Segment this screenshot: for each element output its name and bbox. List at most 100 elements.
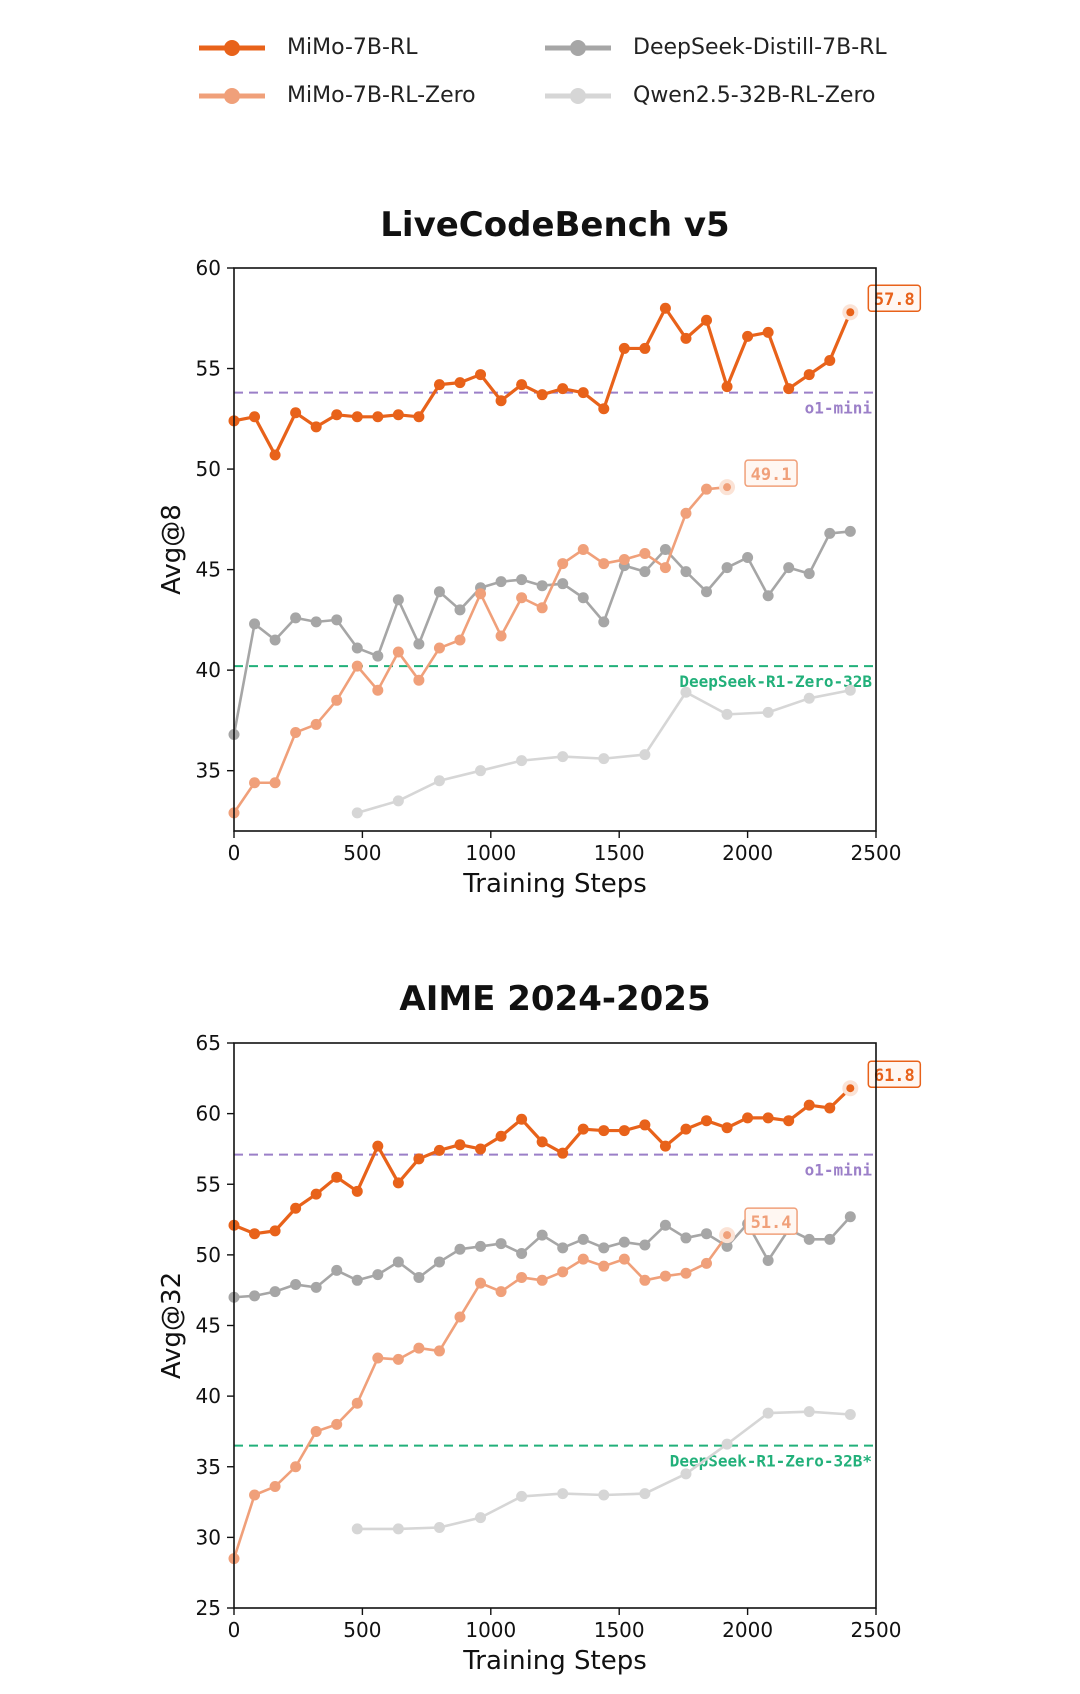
series-point-deepseek_distill: [351, 1274, 363, 1286]
series-line-mimo_rl_zero: [232, 485, 728, 814]
end-label-box-mimo_rl_zero: [744, 459, 798, 487]
series-point-deepseek_distill: [433, 586, 445, 598]
series-point-mimo_rl: [701, 1115, 713, 1127]
y-tick-label: 55: [196, 1172, 221, 1196]
series-point-deepseek_distill: [598, 1242, 610, 1254]
reference-label-o1_mini: o1-mini: [805, 399, 873, 418]
series-point-qwen_zero: [680, 686, 692, 698]
series-point-mimo_rl_zero: [557, 1266, 569, 1278]
series-line-mimo_rl: [233, 306, 852, 457]
series-point-deepseek_distill: [310, 616, 322, 628]
series-point-mimo_rl_zero: [659, 1270, 671, 1282]
series-point-qwen_zero: [844, 1408, 856, 1420]
series-point-deepseek_distill: [598, 616, 610, 628]
series-point-deepseek_distill: [577, 1233, 589, 1245]
y-tick-label: 45: [196, 558, 221, 582]
series-point-deepseek_distill: [803, 568, 815, 580]
series-point-deepseek_distill: [351, 642, 363, 654]
series-point-deepseek_distill: [680, 1232, 692, 1244]
series-point-mimo_rl_zero: [249, 777, 261, 789]
series-point-mimo_rl: [742, 330, 754, 342]
series-point-deepseek_distill: [639, 1239, 651, 1251]
series-point-qwen_zero: [680, 1468, 692, 1480]
series-point-mimo_rl: [557, 1147, 569, 1159]
series-point-mimo_rl: [803, 1099, 815, 1111]
series-point-deepseek_distill: [249, 1290, 261, 1302]
series-point-mimo_rl_zero: [372, 684, 384, 696]
series-point-deepseek_distill: [392, 1256, 404, 1268]
legend-swatch-mimo-rl-zero: [199, 88, 265, 104]
series-point-mimo_rl: [290, 1202, 302, 1214]
series-point-deepseek_distill: [701, 586, 713, 598]
x-axis-label: Training Steps: [462, 869, 647, 899]
series-point-mimo_rl: [536, 1136, 548, 1148]
series-point-mimo_rl_zero: [659, 562, 671, 574]
series-point-mimo_rl: [331, 1171, 343, 1183]
series-point-deepseek_distill: [495, 1238, 507, 1250]
series-point-deepseek_distill: [742, 552, 754, 564]
end-label-mimo_rl_zero: 49.1: [751, 465, 792, 485]
series-point-qwen_zero: [351, 807, 363, 819]
y-tick-label: 45: [196, 1314, 221, 1338]
x-tick-label: 1000: [465, 1618, 516, 1642]
series-point-mimo_rl_zero: [269, 777, 281, 789]
x-axis-label: Training Steps: [462, 1646, 647, 1676]
series-point-deepseek_distill: [310, 1281, 322, 1293]
series-point-qwen_zero: [639, 749, 651, 761]
y-tick-label: 60: [196, 1102, 221, 1126]
series-point-mimo_rl: [721, 381, 733, 393]
end-label-box-mimo_rl: [867, 1060, 922, 1088]
series-point-deepseek_distill: [721, 1240, 733, 1252]
series-line-deepseek_distill: [232, 530, 851, 735]
series-point-mimo_rl_zero: [639, 1274, 651, 1286]
series-point-mimo_rl_zero: [516, 1271, 528, 1283]
series-point-deepseek_distill: [516, 1247, 528, 1259]
series-point-mimo_rl: [372, 411, 384, 423]
series-point-mimo_rl_zero: [516, 592, 528, 604]
series-point-deepseek_distill: [721, 562, 733, 574]
series-point-deepseek_distill: [659, 544, 671, 555]
end-label-mimo_rl: 61.8: [874, 1066, 915, 1086]
series-point-deepseek_distill: [639, 566, 651, 578]
series-point-mimo_rl: [516, 379, 528, 391]
series-point-mimo_rl: [269, 449, 281, 461]
series-point-qwen_zero: [721, 708, 733, 720]
series-point-deepseek_distill: [249, 618, 261, 630]
series-point-deepseek_distill: [659, 1219, 671, 1231]
series-point-mimo_rl: [351, 411, 363, 423]
series-point-qwen_zero: [392, 1523, 404, 1535]
series-point-mimo_rl: [433, 1144, 445, 1156]
series-point-deepseek_distill: [824, 1233, 836, 1245]
series-point-mimo_rl_zero: [723, 483, 732, 492]
series-point-mimo_rl: [516, 1113, 528, 1125]
y-tick-label: 30: [196, 1525, 221, 1549]
end-label-box-mimo_rl: [867, 284, 922, 312]
series-point-deepseek_distill: [413, 638, 425, 650]
series-point-mimo_rl: [824, 354, 836, 366]
series-point-mimo_rl_zero: [495, 1286, 507, 1298]
series-point-deepseek_distill: [454, 1243, 466, 1255]
series-point-mimo_rl: [269, 1225, 281, 1237]
series-point-mimo_rl: [659, 1140, 671, 1152]
series-point-mimo_rl: [557, 383, 569, 395]
legend-swatch-deepseek-distill: [545, 40, 611, 56]
series-point-mimo_rl: [598, 403, 610, 415]
series-point-mimo_rl: [392, 1177, 404, 1189]
series-point-mimo_rl_zero: [269, 1481, 281, 1493]
series-point-qwen_zero: [433, 1521, 445, 1533]
series-point-mimo_rl: [577, 387, 589, 399]
legend-item-mimo-rl: MiMo-7B-RL: [197, 30, 497, 70]
series-point-mimo_rl_zero: [701, 1257, 713, 1269]
y-tick-label: 50: [196, 1243, 221, 1267]
series-point-mimo_rl_zero: [392, 646, 404, 658]
series-point-qwen_zero: [557, 1488, 569, 1500]
series-point-deepseek_distill: [331, 1264, 343, 1276]
legend-swatch-qwen-zero: [545, 88, 611, 104]
series-point-mimo_rl: [618, 342, 630, 354]
series-point-mimo_rl_zero: [290, 1461, 302, 1473]
series-point-deepseek_distill: [803, 1233, 815, 1245]
series-point-deepseek_distill: [701, 1228, 713, 1240]
legend-swatch-mimo-rl: [199, 40, 265, 56]
legend-label-qwen-zero: Qwen2.5-32B-RL-Zero: [633, 83, 876, 108]
series-point-mimo_rl_zero: [249, 1489, 261, 1501]
